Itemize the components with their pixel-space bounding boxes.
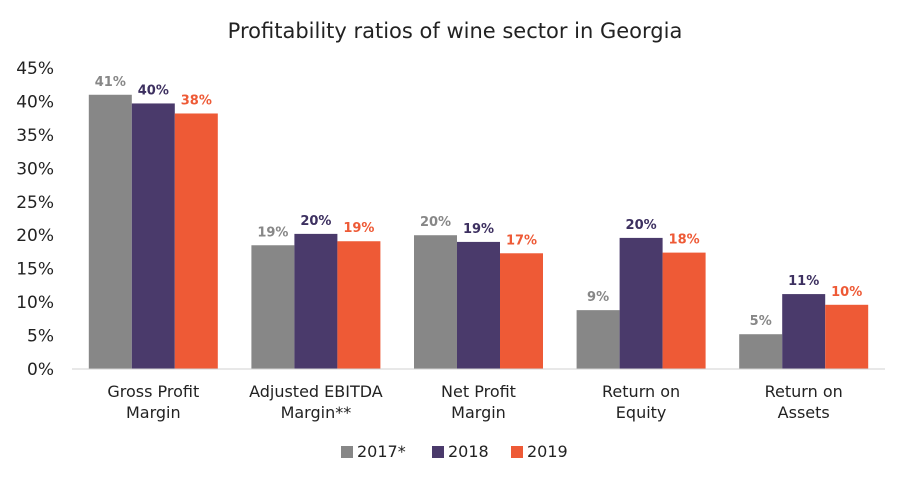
bar-2018-1 <box>294 233 338 369</box>
x-axis: Gross Profit Margin Adjusted EBITDA Margin*… <box>107 382 842 422</box>
bar-2017-1 <box>251 245 295 369</box>
x-tick-label: Assets <box>778 403 830 422</box>
data-label: 20% <box>626 218 657 233</box>
bar-2017-2 <box>414 235 457 369</box>
data-label: 10% <box>831 285 862 300</box>
bar-2019-4 <box>825 304 869 369</box>
bar-2019-0 <box>174 113 218 370</box>
bar-2018-4 <box>782 294 826 369</box>
x-tick-label: Equity <box>616 403 667 422</box>
y-tick-label: 15% <box>16 260 54 280</box>
x-tick-label: Margin <box>451 403 506 422</box>
data-labels: 41% 40% 38% 19% 20% 19% 20% 19% 17% 9% 20% 18% 5% 11%… <box>95 75 863 329</box>
data-label: 11% <box>788 274 819 289</box>
data-label: 40% <box>138 83 169 98</box>
data-label: 9% <box>587 290 609 305</box>
y-tick-label: 40% <box>16 92 54 112</box>
bar-2019-2 <box>500 253 543 369</box>
legend-swatch-2019 <box>511 446 523 458</box>
x-tick-label: Adjusted EBITDA <box>249 382 383 401</box>
y-tick-label: 25% <box>16 193 54 213</box>
data-label: 5% <box>750 314 772 329</box>
y-tick-label: 0% <box>27 360 54 380</box>
bar-2018-2 <box>457 241 500 369</box>
data-label: 19% <box>257 225 288 240</box>
data-label: 17% <box>506 233 537 248</box>
data-label: 18% <box>669 233 700 248</box>
legend-swatch-2017 <box>341 446 353 458</box>
legend-label: 2019 <box>527 442 568 461</box>
x-tick-label: Return on <box>765 382 843 401</box>
data-label: 19% <box>463 222 494 237</box>
bar-2018-3 <box>619 237 663 369</box>
y-tick-label: 20% <box>16 226 54 246</box>
legend-label: 2017* <box>357 442 406 461</box>
bars <box>88 94 869 370</box>
x-tick-label: Margin <box>126 403 181 422</box>
legend-swatch-2018 <box>432 446 444 458</box>
chart-title: Profitability ratios of wine sector in G… <box>228 19 683 43</box>
x-tick-label: Return on <box>602 382 680 401</box>
data-label: 20% <box>420 215 451 230</box>
x-tick-label: Margin** <box>281 403 352 422</box>
y-tick-label: 45% <box>16 59 54 79</box>
bar-2019-1 <box>337 241 381 369</box>
legend: 2017* 2018 2019 <box>341 442 568 461</box>
x-tick-label: Gross Profit <box>107 382 199 401</box>
y-tick-label: 35% <box>16 126 54 146</box>
bar-2017-3 <box>576 310 620 369</box>
data-label: 38% <box>181 93 212 108</box>
bar-2017-0 <box>88 94 132 369</box>
data-label: 41% <box>95 75 126 90</box>
bar-2017-4 <box>739 334 783 369</box>
y-tick-label: 30% <box>16 159 54 179</box>
y-tick-label: 10% <box>16 293 54 313</box>
data-label: 19% <box>343 221 374 236</box>
legend-label: 2018 <box>448 442 489 461</box>
y-axis: 0% 5% 10% 15% 20% 25% 30% 35% 40% 45% <box>16 59 54 380</box>
bar-2018-0 <box>131 103 175 369</box>
data-label: 20% <box>300 214 331 229</box>
y-tick-label: 5% <box>27 327 54 347</box>
x-tick-label: Net Profit <box>441 382 516 401</box>
bar-2019-3 <box>662 252 706 369</box>
